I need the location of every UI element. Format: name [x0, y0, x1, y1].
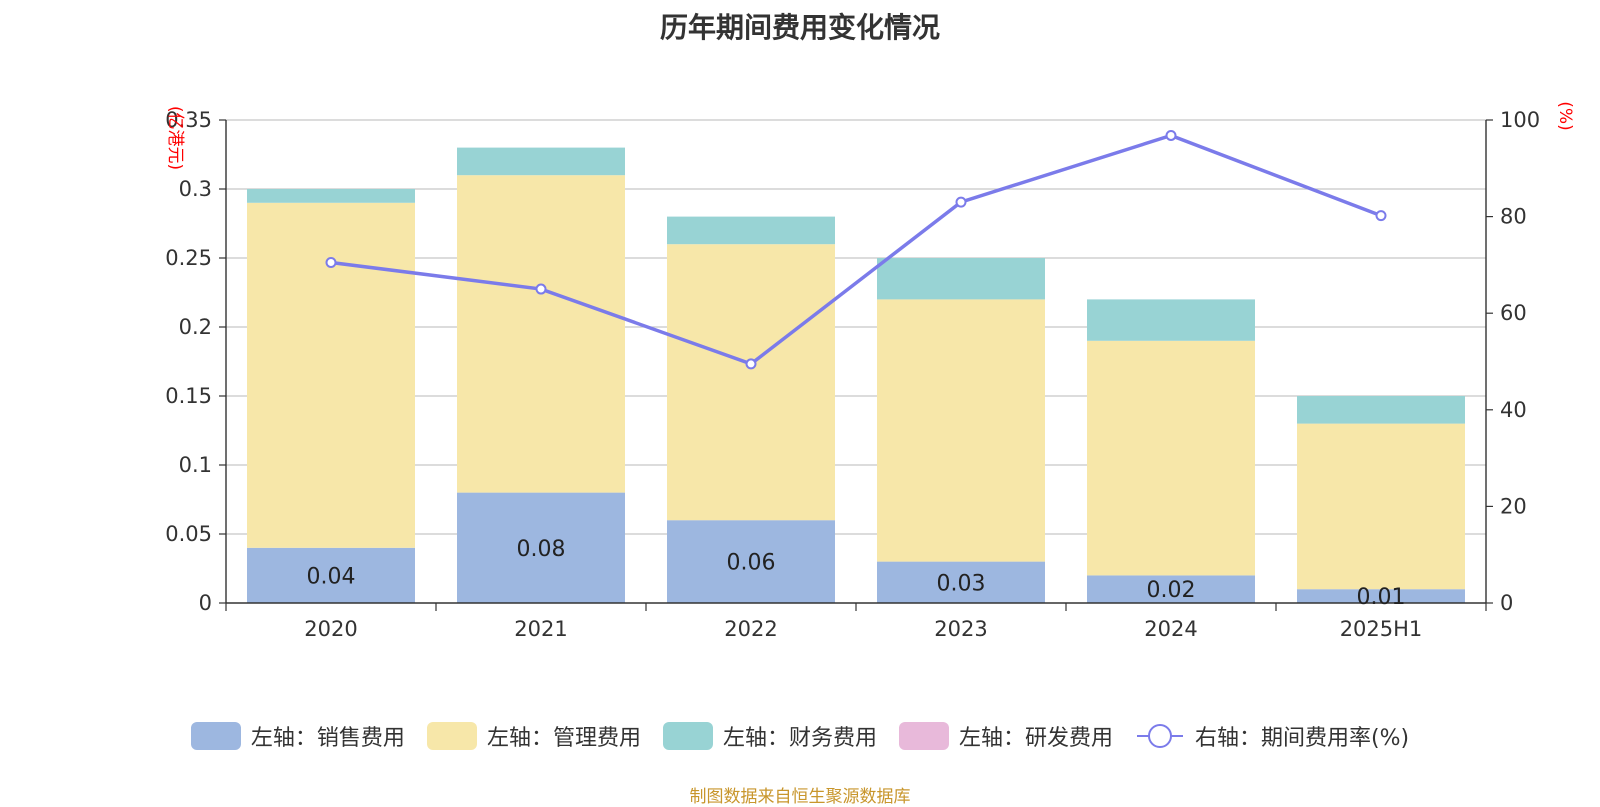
bar-segment	[877, 561, 1045, 603]
right-tick-label: 0	[1500, 591, 1513, 615]
bar-data-label: 0.03	[937, 571, 986, 596]
data-labels: 0.04 0.08 0.06 0.03 0.02 0.01	[307, 537, 1406, 610]
rate-line-point	[1375, 210, 1387, 222]
bar-data-label: 0.06	[727, 551, 776, 576]
right-tick-label: 40	[1500, 398, 1527, 422]
rate-line-path	[330, 133, 1382, 366]
x-tick-label: 2020	[304, 617, 357, 641]
left-tick-label: 0.3	[179, 177, 212, 201]
right-tick-label: 100	[1500, 108, 1540, 132]
legend-label-finance: 左轴：财务费用	[722, 726, 877, 751]
bar-data-label: 0.04	[307, 564, 356, 589]
bar-segment	[1297, 396, 1465, 424]
x-tick-label: 2023	[934, 617, 987, 641]
chart-plot: 0 0.05 0.1 0.15 0.2 0.25 0.3 0.35 0 20 40 60 80 100 20…	[165, 101, 1575, 641]
grid-lines	[226, 119, 1486, 535]
bar-segment	[1087, 299, 1255, 341]
bar-segment	[457, 175, 625, 493]
legend: 左轴：销售费用 左轴：管理费用 左轴：财务费用 左轴：研发费用 右轴：期间费用率…	[0, 720, 1600, 752]
legend-item-rate[interactable]: 右轴：期间费用率(%)	[1135, 720, 1409, 752]
bar-segment	[457, 492, 625, 603]
chart-title: 历年期间费用变化情况	[659, 11, 940, 44]
bar-segment	[667, 244, 835, 521]
bar-segment	[1087, 340, 1255, 576]
bar-segment	[247, 189, 415, 203]
bar-segment	[457, 147, 625, 176]
x-tick-label: 2021	[514, 617, 567, 641]
legend-swatch-admin	[426, 722, 477, 750]
right-tick-label: 80	[1500, 205, 1527, 229]
left-tick-label: 0.2	[179, 315, 212, 339]
right-tick-label: 60	[1500, 301, 1527, 325]
bar-segment	[877, 299, 1045, 562]
left-tick-label: 0.05	[165, 522, 212, 546]
rate-line-point	[745, 358, 757, 370]
x-tick-label: 2022	[724, 617, 777, 641]
legend-item-finance[interactable]: 左轴：财务费用	[662, 720, 877, 752]
legend-item-sales[interactable]: 左轴：销售费用	[190, 720, 405, 752]
left-tick-label: 0.15	[165, 384, 212, 408]
bar-segment	[877, 258, 1045, 300]
bar-segment	[247, 547, 415, 603]
left-tick-label: 0	[199, 591, 212, 615]
legend-label-sales: 左轴：销售费用	[250, 726, 405, 751]
line-marker-icon	[1136, 724, 1183, 748]
x-tick-label: 2025H1	[1340, 617, 1423, 641]
bar-segment	[1087, 575, 1255, 603]
left-tick-label: 0.25	[165, 246, 212, 270]
legend-label-rnd: 左轴：研发费用	[958, 726, 1113, 751]
right-tick-label: 20	[1500, 494, 1527, 518]
left-axis-unit: (亿港元)	[165, 106, 185, 170]
bar-groups	[247, 147, 1465, 603]
bar-segment	[1297, 589, 1465, 603]
bar-data-label: 0.01	[1357, 585, 1406, 610]
axes: 0 0.05 0.1 0.15 0.2 0.25 0.3 0.35 0 20 40 60 80 100 20…	[165, 101, 1575, 641]
legend-swatch-rnd	[898, 722, 949, 750]
bar-segment	[247, 202, 415, 548]
legend-item-admin[interactable]: 左轴：管理费用	[426, 720, 641, 752]
legend-swatch-sales	[190, 722, 241, 750]
rate-line-point	[955, 196, 967, 208]
legend-item-rnd[interactable]: 左轴：研发费用	[898, 720, 1113, 752]
x-tick-label: 2024	[1144, 617, 1197, 641]
rate-line-point	[535, 283, 547, 295]
legend-label-rate: 右轴：期间费用率(%)	[1194, 726, 1410, 751]
legend-swatch-finance	[662, 722, 713, 750]
legend-label-admin: 左轴：管理费用	[486, 726, 641, 751]
source-note: 制图数据来自恒生聚源数据库	[689, 787, 911, 807]
left-tick-label: 0.1	[179, 453, 212, 477]
bar-segment	[667, 520, 835, 603]
bar-data-label: 0.02	[1147, 578, 1196, 603]
right-axis-unit: (%)	[1555, 101, 1575, 130]
rate-line-point	[325, 256, 337, 268]
rate-line-point	[1165, 129, 1177, 141]
bar-data-label: 0.08	[517, 537, 566, 562]
bar-segment	[1297, 423, 1465, 590]
expense-rate-line	[325, 129, 1387, 370]
left-tick-label: 0.35	[165, 108, 212, 132]
bar-segment	[667, 216, 835, 245]
